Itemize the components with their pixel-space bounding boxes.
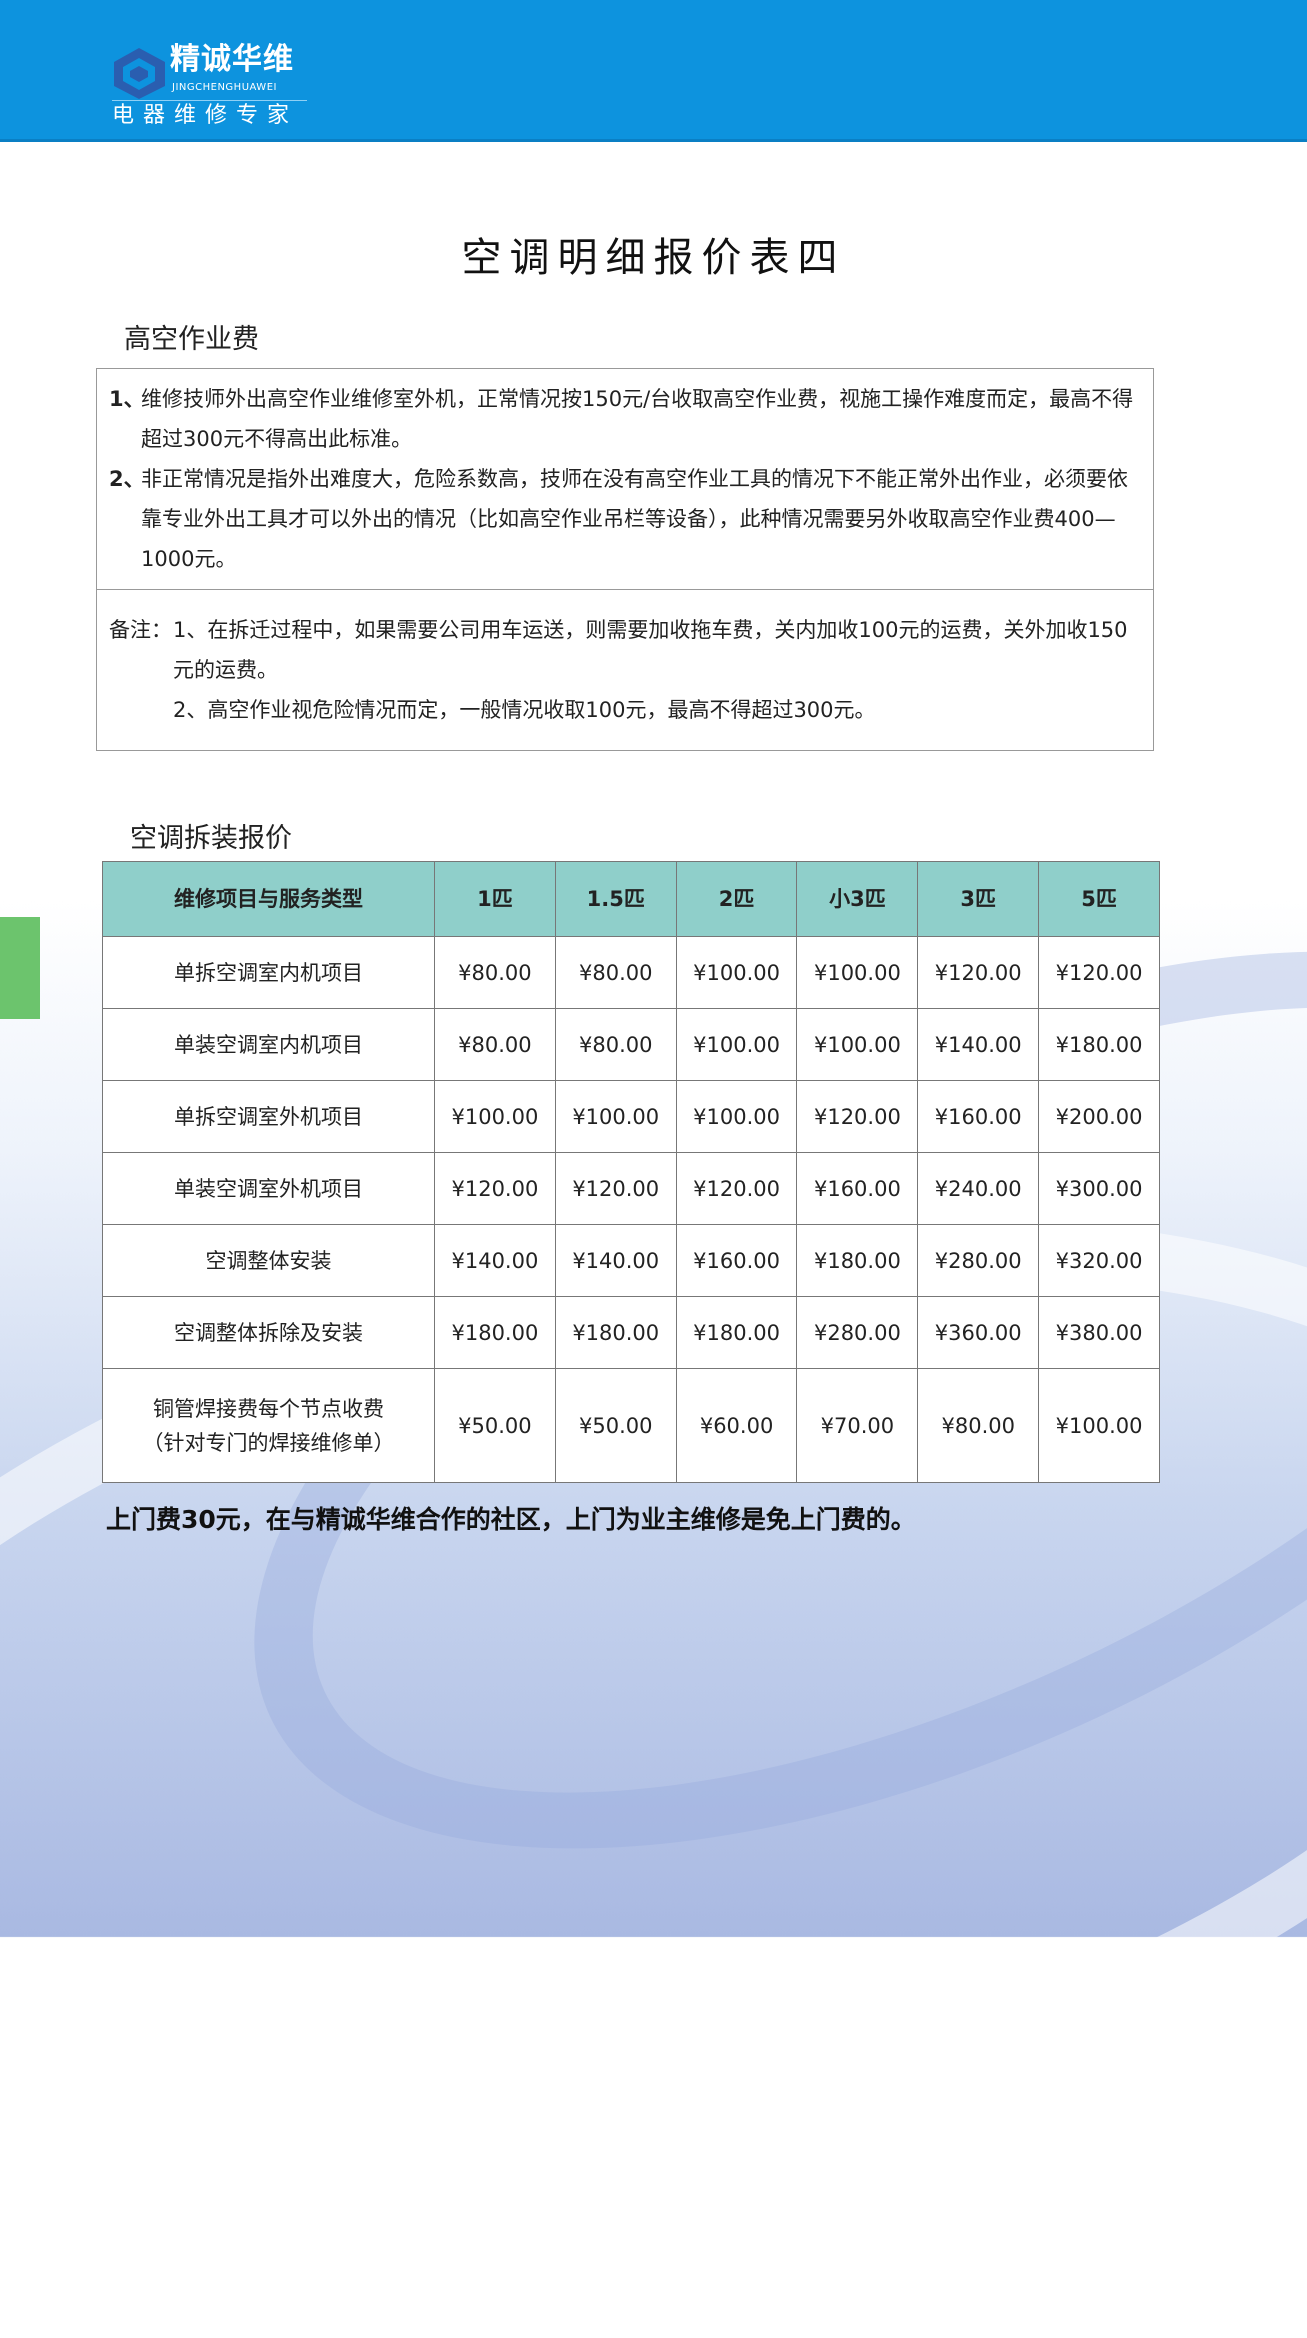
price-cell: ¥360.00: [917, 1296, 1040, 1369]
price-cell: ¥50.00: [554, 1368, 677, 1483]
price-cell: ¥320.00: [1038, 1224, 1160, 1297]
price-cell: ¥80.00: [434, 936, 556, 1009]
table-row: 空调整体拆除及安装 ¥180.00 ¥180.00 ¥180.00 ¥280.00 ¥36…: [102, 1296, 1160, 1369]
price-cell: ¥100.00: [796, 1008, 919, 1081]
table-row: 铜管焊接费每个节点收费 （针对专门的焊接维修单） ¥50.00 ¥50.00 ¥60.0…: [102, 1368, 1160, 1483]
row-name: 空调整体拆除及安装: [102, 1296, 435, 1369]
price-cell: ¥140.00: [917, 1008, 1040, 1081]
price-cell: ¥60.00: [675, 1368, 798, 1483]
price-cell: ¥280.00: [917, 1224, 1040, 1297]
row-name: 单装空调室内机项目: [102, 1008, 435, 1081]
row-name: 空调整体安装: [102, 1224, 435, 1297]
price-cell: ¥100.00: [434, 1080, 556, 1153]
price-cell: ¥120.00: [1038, 936, 1160, 1009]
price-cell: ¥70.00: [796, 1368, 919, 1483]
column-header: 2匹: [675, 861, 798, 937]
price-cell: ¥80.00: [554, 936, 677, 1009]
notes: 备注： 1、在拆迁过程中，如果需要公司用车运送，则需要加收拖车费，关内加收100元…: [109, 618, 1128, 722]
price-cell: ¥200.00: [1038, 1080, 1160, 1153]
column-header: 1匹: [434, 861, 556, 937]
price-cell: ¥120.00: [554, 1152, 677, 1225]
section-heading-high-altitude: 高空作业费: [124, 324, 259, 355]
table-row: 空调整体安装 ¥140.00 ¥140.00 ¥160.00 ¥180.00 ¥280.0…: [102, 1224, 1160, 1297]
price-cell: ¥100.00: [675, 1008, 798, 1081]
column-header: 1.5匹: [554, 861, 677, 937]
price-cell: ¥100.00: [796, 936, 919, 1009]
brand-name: 精诚华维: [170, 42, 294, 77]
section-heading-table: 空调拆装报价: [130, 823, 292, 854]
list-item: 1、 维修技师外出高空作业维修室外机，正常情况按150元/台收取高空作业费，视施工…: [109, 387, 1134, 451]
price-cell: ¥100.00: [675, 936, 798, 1009]
table-row: 单拆空调室内机项目 ¥80.00 ¥80.00 ¥100.00 ¥100.00 ¥120.…: [102, 936, 1160, 1009]
column-header: 小3匹: [796, 861, 919, 937]
footer-note: 上门费30元，在与精诚华维合作的社区，上门为业主维修是免上门费的。: [106, 1505, 916, 1534]
price-cell: ¥280.00: [796, 1296, 919, 1369]
price-cell: ¥100.00: [1038, 1368, 1160, 1483]
price-cell: ¥50.00: [434, 1368, 556, 1483]
column-header: 3匹: [917, 861, 1040, 937]
price-cell: ¥120.00: [917, 936, 1040, 1009]
logo-icon: [114, 48, 165, 99]
price-cell: ¥180.00: [1038, 1008, 1160, 1081]
price-cell: ¥80.00: [554, 1008, 677, 1081]
high-altitude-box: 1、 维修技师外出高空作业维修室外机，正常情况按150元/台收取高空作业费，视施工…: [96, 368, 1154, 751]
price-cell: ¥180.00: [554, 1296, 677, 1369]
price-cell: ¥160.00: [675, 1224, 798, 1297]
price-cell: ¥380.00: [1038, 1296, 1160, 1369]
column-header: 维修项目与服务类型: [102, 861, 435, 937]
price-cell: ¥160.00: [796, 1152, 919, 1225]
slogan: 电器维修专家: [112, 100, 307, 131]
row-name: 单装空调室外机项目: [102, 1152, 435, 1225]
price-cell: ¥140.00: [434, 1224, 556, 1297]
price-cell: ¥180.00: [675, 1296, 798, 1369]
list-item: 2、 非正常情况是指外出难度大，危险系数高，技师在没有高空作业工具的情况下不能正常…: [109, 467, 1128, 571]
row-name: 单拆空调室外机项目: [102, 1080, 435, 1153]
column-header: 5匹: [1038, 861, 1160, 937]
price-cell: ¥80.00: [434, 1008, 556, 1081]
content: 空调明细报价表四 高空作业费 1、 维修技师外出高空作业维修室外机，正常情况按15…: [0, 234, 1307, 1537]
page-title: 空调明细报价表四: [461, 235, 846, 281]
header: 精诚华维 JINGCHENGHUAWEI 电器维修专家: [0, 0, 1307, 142]
price-cell: ¥300.00: [1038, 1152, 1160, 1225]
price-table: 维修项目与服务类型 1匹 1.5匹 2匹 小3匹 3匹 5匹 单拆空调室内机项目 ¥80.00…: [102, 861, 1160, 1483]
price-cell: ¥100.00: [675, 1080, 798, 1153]
table-row: 单装空调室内机项目 ¥80.00 ¥80.00 ¥100.00 ¥100.00 ¥140.…: [102, 1008, 1160, 1081]
price-cell: ¥120.00: [675, 1152, 798, 1225]
side-tab: [0, 917, 40, 1019]
price-cell: ¥80.00: [917, 1368, 1040, 1483]
table-row: 单装空调室外机项目 ¥120.00 ¥120.00 ¥120.00 ¥160.00 ¥24…: [102, 1152, 1160, 1225]
row-name: 单拆空调室内机项目: [102, 936, 435, 1009]
price-cell: ¥180.00: [434, 1296, 556, 1369]
row-name: 铜管焊接费每个节点收费 （针对专门的焊接维修单）: [102, 1368, 435, 1483]
brand-name-en: JINGCHENGHUAWEI: [172, 82, 277, 93]
table-row: 单拆空调室外机项目 ¥100.00 ¥100.00 ¥100.00 ¥120.00 ¥16…: [102, 1080, 1160, 1153]
price-cell: ¥100.00: [554, 1080, 677, 1153]
price-cell: ¥180.00: [796, 1224, 919, 1297]
price-cell: ¥240.00: [917, 1152, 1040, 1225]
price-cell: ¥160.00: [917, 1080, 1040, 1153]
price-cell: ¥140.00: [554, 1224, 677, 1297]
price-cell: ¥120.00: [434, 1152, 556, 1225]
price-cell: ¥120.00: [796, 1080, 919, 1153]
